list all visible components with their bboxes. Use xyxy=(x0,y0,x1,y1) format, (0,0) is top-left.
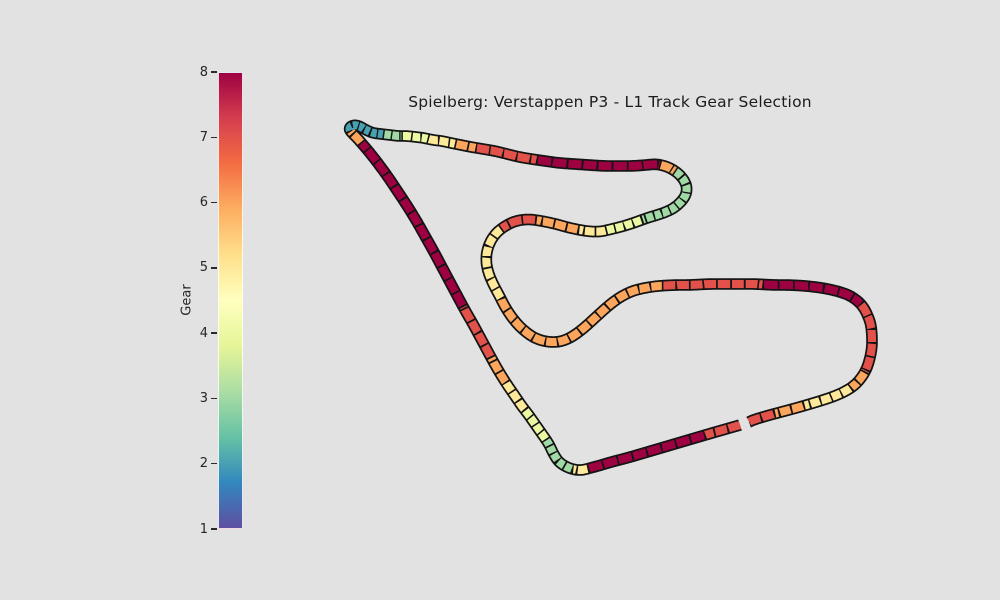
colorbar-gradient xyxy=(218,72,243,529)
colorbar-tick-label: 1 xyxy=(199,521,208,537)
colorbar-tick-label: 8 xyxy=(199,64,208,80)
track-gear-segments xyxy=(345,121,877,475)
colorbar-tick-label: 5 xyxy=(199,260,208,276)
colorbar-tick-label: 7 xyxy=(199,129,208,145)
colorbar-tick-label: 4 xyxy=(199,325,208,341)
colorbar-tick-label: 6 xyxy=(199,195,208,211)
colorbar-tick xyxy=(211,136,217,138)
colorbar-tick xyxy=(211,397,217,400)
colorbar-tick xyxy=(211,463,217,465)
colorbar-tick xyxy=(211,528,217,530)
colorbar-tick xyxy=(211,201,217,204)
colorbar-tick xyxy=(211,71,217,73)
track-base-outline xyxy=(343,119,878,476)
chart-title: Spielberg: Verstappen P3 - L1 Track Gear… xyxy=(408,93,812,111)
colorbar-tick-label: 3 xyxy=(199,390,208,406)
colorbar-tick-label: 2 xyxy=(199,456,208,472)
colorbar-tick xyxy=(211,332,217,334)
colorbar-tick xyxy=(211,267,217,269)
